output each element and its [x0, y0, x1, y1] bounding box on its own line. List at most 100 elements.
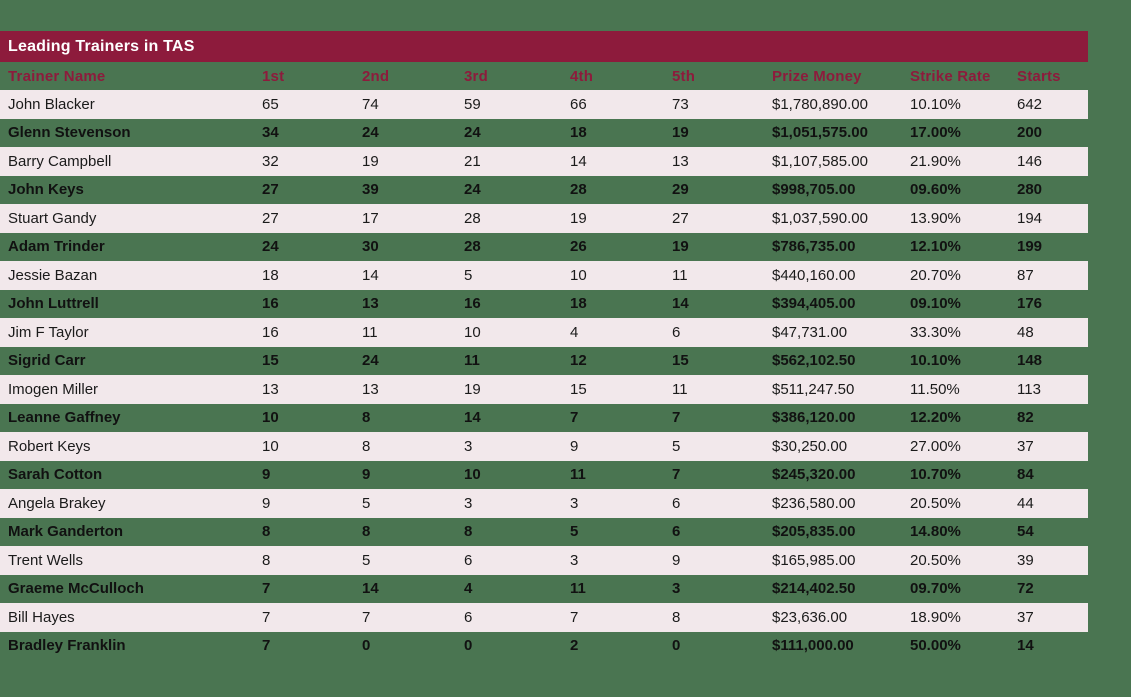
- cell-starts: 37: [1017, 437, 1034, 455]
- cell-starts: 37: [1017, 608, 1034, 626]
- cell-prize-money: $1,037,590.00: [772, 209, 868, 227]
- cell-prize-money: $1,107,585.00: [772, 152, 868, 170]
- cell-1st: 32: [262, 152, 279, 170]
- cell-4th: 4: [570, 323, 579, 341]
- cell-starts: 44: [1017, 494, 1034, 512]
- column-header-strike-rate: Strike Rate: [910, 67, 991, 85]
- cell-strike-rate: 11.50%: [910, 380, 960, 398]
- cell-strike-rate: 09.70%: [910, 580, 961, 598]
- cell-1st: 9: [262, 466, 271, 484]
- cell-2nd: 14: [362, 266, 379, 284]
- table-row: Leanne Gaffney 10 8 14 7 7 $386,120.00 12.20% 82: [0, 404, 1088, 433]
- cell-1st: 13: [262, 380, 279, 398]
- cell-prize-money: $47,731.00: [772, 323, 848, 341]
- cell-1st: 24: [262, 238, 279, 256]
- cell-4th: 18: [570, 295, 587, 313]
- cell-trainer-name: Robert Keys: [8, 437, 91, 455]
- cell-starts: 14: [1017, 637, 1034, 655]
- cell-prize-money: $30,250.00: [772, 437, 848, 455]
- cell-trainer-name: Bradley Franklin: [8, 637, 126, 655]
- cell-2nd: 24: [362, 124, 379, 142]
- cell-3rd: 24: [464, 124, 481, 142]
- cell-5th: 14: [672, 295, 689, 313]
- cell-1st: 27: [262, 181, 279, 199]
- cell-strike-rate: 50.00%: [910, 637, 961, 655]
- cell-3rd: 4: [464, 580, 473, 598]
- cell-2nd: 13: [362, 380, 379, 398]
- cell-prize-money: $386,120.00: [772, 409, 856, 427]
- table-row: Bill Hayes 7 7 6 7 8 $23,636.00 18.90% 37: [0, 603, 1088, 632]
- cell-1st: 27: [262, 209, 279, 227]
- cell-4th: 3: [570, 494, 579, 512]
- cell-5th: 11: [672, 380, 688, 398]
- cell-3rd: 24: [464, 181, 481, 199]
- cell-3rd: 3: [464, 437, 473, 455]
- cell-4th: 7: [570, 409, 579, 427]
- cell-4th: 18: [570, 124, 587, 142]
- cell-strike-rate: 17.00%: [910, 124, 961, 142]
- cell-3rd: 3: [464, 494, 473, 512]
- cell-prize-money: $23,636.00: [772, 608, 848, 626]
- cell-4th: 11: [570, 466, 586, 484]
- trainers-table: Trainer Name 1st 2nd 3rd 4th 5th Prize Money St…: [0, 62, 1088, 660]
- cell-3rd: 59: [464, 95, 481, 113]
- cell-3rd: 10: [464, 466, 481, 484]
- table-row: Robert Keys 10 8 3 9 5 $30,250.00 27.00% 37: [0, 432, 1088, 461]
- cell-4th: 12: [570, 352, 587, 370]
- table-row: Jessie Bazan 18 14 5 10 11 $440,160.00 20.70% 87: [0, 261, 1088, 290]
- cell-1st: 16: [262, 323, 279, 341]
- cell-3rd: 28: [464, 209, 481, 227]
- cell-3rd: 6: [464, 608, 473, 626]
- cell-starts: 642: [1017, 95, 1043, 113]
- cell-2nd: 24: [362, 352, 379, 370]
- cell-prize-money: $205,835.00: [772, 523, 856, 541]
- cell-prize-money: $998,705.00: [772, 181, 856, 199]
- cell-5th: 11: [672, 266, 688, 284]
- cell-3rd: 16: [464, 295, 481, 313]
- table-row: Mark Ganderton 8 8 8 5 6 $205,835.00 14.80% 54: [0, 518, 1088, 547]
- cell-prize-money: $394,405.00: [772, 295, 856, 313]
- cell-5th: 7: [672, 409, 681, 427]
- cell-4th: 28: [570, 181, 587, 199]
- cell-strike-rate: 33.30%: [910, 323, 961, 341]
- cell-prize-money: $214,402.50: [772, 580, 856, 598]
- cell-strike-rate: 09.60%: [910, 181, 961, 199]
- cell-2nd: 13: [362, 295, 379, 313]
- cell-4th: 15: [570, 380, 587, 398]
- cell-4th: 66: [570, 95, 587, 113]
- cell-2nd: 8: [362, 437, 371, 455]
- cell-5th: 29: [672, 181, 689, 199]
- cell-2nd: 19: [362, 152, 379, 170]
- cell-prize-money: $111,000.00: [772, 637, 854, 655]
- table-row: Graeme McCulloch 7 14 4 11 3 $214,402.50 09.70%…: [0, 575, 1088, 604]
- cell-prize-money: $511,247.50: [772, 380, 855, 398]
- cell-trainer-name: Imogen Miller: [8, 380, 99, 398]
- cell-1st: 10: [262, 437, 279, 455]
- cell-3rd: 11: [464, 352, 480, 370]
- cell-trainer-name: Graeme McCulloch: [8, 580, 144, 598]
- cell-4th: 7: [570, 608, 579, 626]
- cell-starts: 48: [1017, 323, 1034, 341]
- column-header-1st: 1st: [262, 67, 285, 85]
- column-header-4th: 4th: [570, 67, 594, 85]
- cell-1st: 10: [262, 409, 279, 427]
- cell-trainer-name: Leanne Gaffney: [8, 409, 121, 427]
- cell-strike-rate: 20.70%: [910, 266, 961, 284]
- cell-4th: 10: [570, 266, 587, 284]
- cell-4th: 5: [570, 523, 579, 541]
- cell-4th: 2: [570, 637, 579, 655]
- cell-starts: 72: [1017, 580, 1034, 598]
- cell-5th: 19: [672, 238, 689, 256]
- cell-2nd: 74: [362, 95, 379, 113]
- cell-3rd: 6: [464, 551, 473, 569]
- cell-trainer-name: Adam Trinder: [8, 238, 105, 256]
- cell-2nd: 11: [362, 323, 378, 341]
- cell-3rd: 10: [464, 323, 481, 341]
- column-header-trainer-name: Trainer Name: [8, 67, 106, 85]
- table-row: Sarah Cotton 9 9 10 11 7 $245,320.00 10.70% 84: [0, 461, 1088, 490]
- cell-1st: 16: [262, 295, 279, 313]
- cell-trainer-name: Angela Brakey: [8, 494, 106, 512]
- cell-5th: 8: [672, 608, 681, 626]
- cell-trainer-name: Mark Ganderton: [8, 523, 124, 541]
- cell-starts: 84: [1017, 466, 1034, 484]
